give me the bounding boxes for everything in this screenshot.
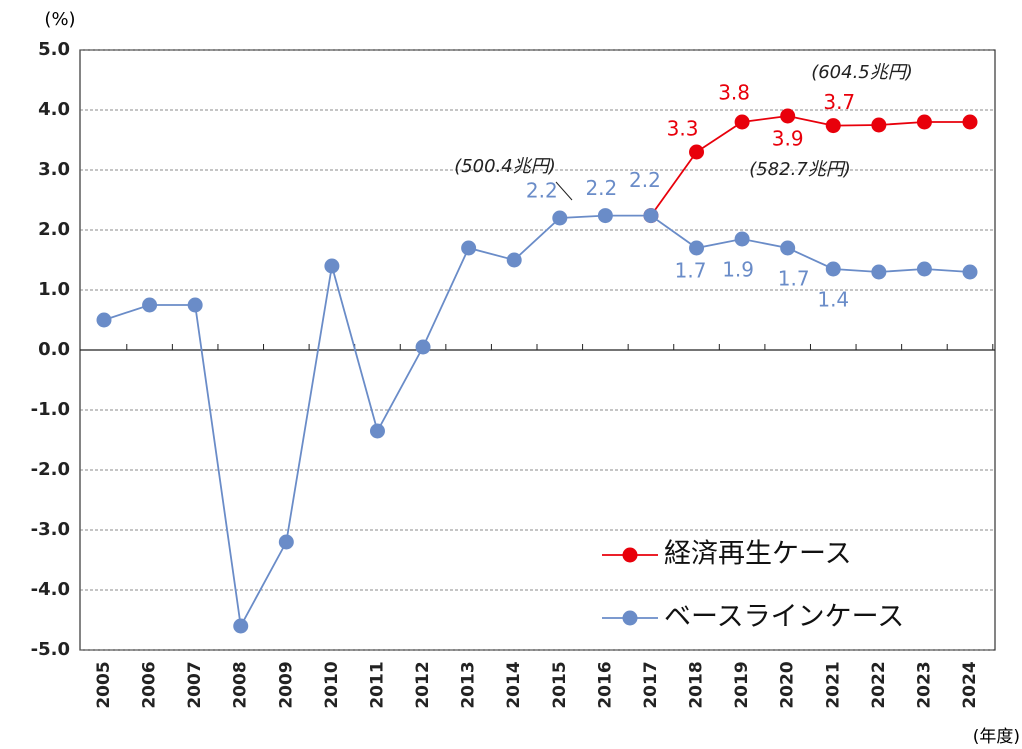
data-point: [825, 261, 841, 277]
x-tick-label: 2023: [914, 661, 934, 708]
data-point: [643, 208, 659, 224]
data-point: [96, 312, 112, 328]
data-point: [962, 264, 978, 280]
data-label: 1.7: [675, 259, 707, 283]
annotation-leader: [555, 181, 573, 201]
data-point: [324, 258, 340, 274]
data-label: 1.7: [778, 267, 810, 291]
y-tick-label: 0.0: [38, 339, 70, 360]
x-tick-label: 2021: [823, 661, 843, 708]
data-point: [278, 534, 294, 550]
data-point: [689, 144, 705, 160]
data-point: [916, 114, 932, 130]
data-label: 2.2: [585, 176, 617, 200]
data-point: [461, 240, 477, 256]
x-tick-label: 2007: [185, 661, 205, 708]
data-point: [780, 240, 796, 256]
y-tick-label: 2.0: [38, 219, 70, 240]
data-point: [597, 208, 613, 224]
legend-label: 経済再生ケース: [664, 539, 852, 570]
legend-marker: [622, 547, 638, 563]
data-point: [552, 210, 568, 226]
data-point: [962, 114, 978, 130]
x-tick-label: 2008: [231, 661, 251, 708]
data-point: [871, 264, 887, 280]
data-point: [734, 114, 750, 130]
data-label: 2.2: [629, 168, 661, 192]
x-tick-label: 2016: [595, 661, 615, 708]
x-tick-label: 2012: [413, 661, 433, 708]
x-tick-label: 2013: [459, 661, 479, 708]
x-tick-label: 2011: [367, 661, 387, 708]
data-point: [734, 231, 750, 247]
x-tick-label: 2019: [732, 661, 752, 708]
legend-label: ベースラインケース: [664, 602, 904, 633]
y-tick-label: -1.0: [31, 399, 70, 420]
data-point: [187, 297, 203, 313]
x-tick-label: 2009: [276, 661, 296, 708]
x-tick-label: 2024: [960, 661, 980, 708]
y-tick-label: -4.0: [31, 579, 70, 600]
data-point: [871, 117, 887, 133]
data-point: [506, 252, 522, 268]
data-point: [825, 118, 841, 134]
x-tick-label: 2018: [687, 661, 707, 708]
y-tick-label: 4.0: [38, 99, 70, 120]
data-point: [415, 339, 431, 355]
data-label: 3.9: [772, 127, 804, 151]
data-point: [369, 423, 385, 439]
annotation: (500.4兆円): [454, 156, 556, 177]
data-label: 1.9: [722, 258, 754, 282]
x-tick-label: 2014: [504, 661, 524, 708]
x-tick-label: 2022: [869, 661, 889, 708]
data-label: 2.2: [526, 179, 558, 203]
annotation: (604.5兆円): [811, 62, 913, 83]
y-tick-label: 1.0: [38, 279, 70, 300]
data-point: [916, 261, 932, 277]
x-tick-label: 2010: [322, 661, 342, 708]
data-label: 3.3: [667, 117, 699, 141]
y-tick-label: -5.0: [31, 639, 70, 660]
x-tick-label: 2005: [94, 661, 114, 708]
x-tick-label: 2020: [778, 661, 798, 708]
y-tick-label: 3.0: [38, 159, 70, 180]
data-label: 3.8: [718, 81, 750, 105]
data-point: [233, 618, 249, 634]
x-unit: (年度): [973, 727, 1020, 747]
legend-marker: [622, 610, 638, 626]
x-tick-label: 2015: [550, 661, 570, 708]
x-tick-label: 2006: [140, 661, 160, 708]
series-line: [103, 214, 971, 629]
y-tick-label: -2.0: [31, 459, 70, 480]
data-point: [142, 297, 158, 313]
y-tick-label: 5.0: [38, 39, 70, 60]
x-tick-label: 2017: [641, 661, 661, 708]
data-point: [689, 240, 705, 256]
y-tick-label: -3.0: [31, 519, 70, 540]
data-label: 3.7: [823, 90, 855, 114]
series-line: [650, 115, 970, 217]
data-point: [780, 108, 796, 124]
data-label: 1.4: [817, 288, 849, 312]
annotation: (582.7兆円): [749, 159, 851, 180]
y-unit: (%): [44, 9, 75, 30]
